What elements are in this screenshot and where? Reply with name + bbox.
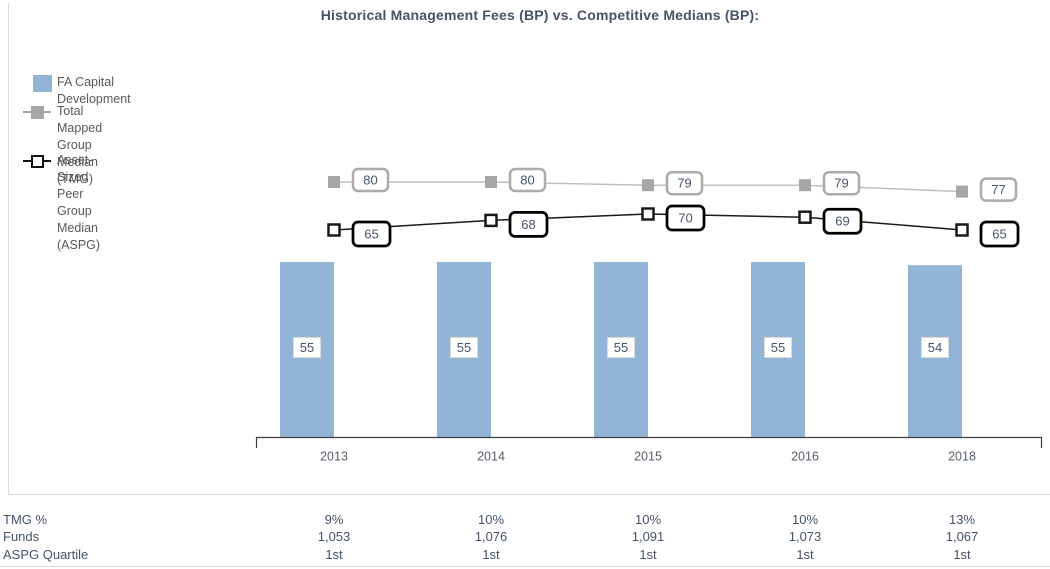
table-cell-tmg-: 10% — [634, 511, 662, 527]
aspg-data-label-box — [822, 207, 863, 235]
bar-data-label-box — [293, 337, 321, 358]
bar-series: 55 55 55 55 54 — [280, 262, 962, 438]
aspg-line-marker-icon — [23, 154, 51, 168]
table-cell-funds: 1,076 — [474, 529, 508, 544]
tmg-marker — [799, 179, 811, 192]
x-axis-line — [255, 436, 1043, 448]
table-cell-tmg-: 13% — [948, 511, 976, 527]
tmg-data-label-box — [979, 177, 1018, 202]
tmg-data-label-box — [508, 167, 547, 193]
table-cell-aspg-quartile: 1st — [325, 546, 343, 562]
bar-data-label: 55 — [771, 340, 785, 355]
x-axis-label: 2018 — [948, 450, 976, 464]
chart-bottom-divider — [8, 494, 1050, 495]
table-cell-funds: 1,053 — [317, 529, 351, 544]
table-cell-tmg-: 9% — [324, 511, 344, 527]
tmg-line-marker-icon — [23, 105, 51, 119]
legend-label-line: FA Capital Development — [57, 75, 131, 106]
page-bottom-divider — [0, 566, 1050, 567]
tmg-data-label-box — [665, 170, 704, 196]
aspg-series: 65 68 70 69 65 — [327, 204, 1020, 248]
table-cell-aspg-quartile: 1st — [482, 546, 500, 562]
legend-label-line: Asset-Sized Peer Group — [57, 153, 93, 218]
bar-swatch-icon — [33, 75, 52, 92]
aspg-data-label: 69 — [835, 214, 849, 229]
aspg-marker — [641, 207, 655, 221]
aspg-data-label: 68 — [521, 217, 535, 232]
aspg-data-label: 65 — [364, 227, 378, 242]
table-cell-tmg-: 10% — [477, 511, 505, 527]
table-cell-tmg-: 10% — [791, 511, 819, 527]
aspg-marker — [327, 223, 341, 237]
table-cell-aspg-quartile: 1st — [639, 546, 657, 562]
legend-item-fa-capital-development: FA Capital Development — [23, 74, 131, 108]
aspg-data-label-box — [508, 211, 549, 238]
legend-label-line: Median (ASPG) — [57, 221, 101, 252]
tmg-data-label: 80 — [363, 173, 377, 188]
legend-item-aspg: Asset-Sized Peer Group Median (ASPG) — [23, 152, 100, 254]
legend-label: Total Mapped Group Median (TMG) — [57, 103, 102, 188]
legend-label-line: Median (TMG) — [57, 155, 98, 186]
aspg-data-label: 65 — [992, 227, 1006, 242]
legend-label: Asset-Sized Peer Group Median (ASPG) — [57, 152, 100, 254]
bar-data-label: 55 — [300, 340, 314, 355]
x-axis-label: 2015 — [634, 450, 662, 464]
aspg-data-label-box — [979, 220, 1020, 248]
table-row-label-tmg-pct: TMG % — [3, 511, 48, 527]
bar-data-label: 55 — [614, 340, 628, 355]
bar-data-label-box — [607, 337, 635, 358]
aspg-data-label-box — [665, 204, 706, 232]
table-cell-funds: 1,067 — [945, 529, 979, 544]
tmg-series: 80 80 79 79 77 — [328, 167, 1018, 202]
table-row-label-funds: Funds — [3, 529, 40, 544]
tmg-marker — [956, 185, 968, 198]
table-cell-aspg-quartile: 1st — [796, 546, 814, 562]
aspg-marker — [484, 213, 498, 228]
bar-data-label: 55 — [457, 340, 471, 355]
chart-title: Historical Management Fees (BP) vs. Comp… — [320, 7, 760, 23]
aspg-data-label: 70 — [678, 211, 692, 226]
tmg-data-label-box — [351, 167, 390, 193]
table-cell-aspg-quartile: 1st — [953, 546, 971, 562]
tmg-data-label: 79 — [834, 176, 848, 191]
table-cell-funds: 1,073 — [788, 529, 822, 544]
aspg-marker — [798, 210, 812, 224]
tmg-data-label: 77 — [991, 182, 1005, 197]
tmg-marker — [328, 176, 340, 188]
table-row-label-aspg-quartile: ASPG Quartile — [3, 546, 89, 562]
bar-data-label-box — [921, 337, 949, 358]
aspg-marker — [955, 223, 969, 237]
tmg-marker — [642, 179, 654, 192]
x-axis: 2013 2014 2015 2016 2018 — [255, 436, 1043, 464]
tmg-data-label: 79 — [677, 176, 691, 191]
left-border-line — [8, 3, 9, 494]
x-axis-label: 2016 — [791, 450, 819, 464]
bar-data-label: 54 — [928, 340, 942, 355]
legend-item-tmg: Total Mapped Group Median (TMG) — [23, 103, 102, 188]
tmg-data-label-box — [822, 170, 861, 196]
bar-data-label-box — [450, 337, 478, 358]
x-axis-label: 2014 — [477, 450, 505, 464]
x-axis-label: 2013 — [320, 450, 348, 464]
legend-label-line: Total Mapped Group — [57, 104, 103, 152]
aspg-data-label-box — [351, 220, 392, 248]
table-cell-funds: 1,091 — [631, 529, 665, 544]
tmg-data-label: 80 — [520, 173, 534, 188]
bar-data-label-box — [764, 337, 792, 358]
tmg-marker — [485, 176, 497, 188]
legend-label: FA Capital Development — [57, 74, 131, 108]
